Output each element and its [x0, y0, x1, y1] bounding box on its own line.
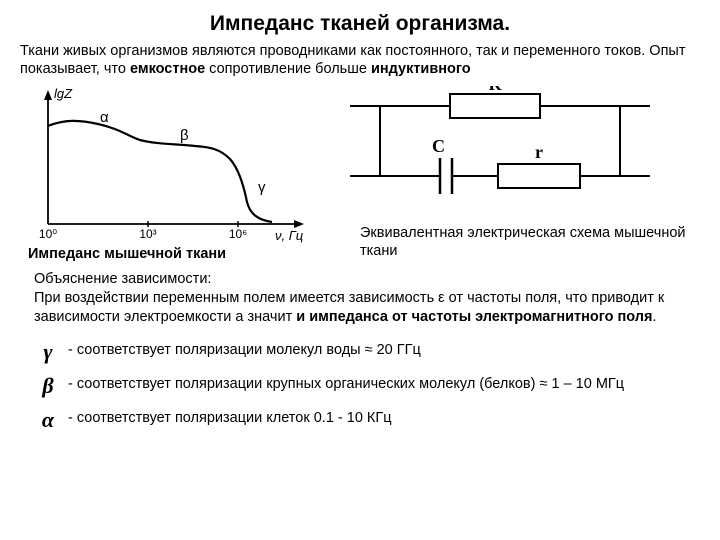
equivalent-circuit: R C r Эквивалентная электрическая схема … — [340, 84, 700, 260]
bullet-beta: β - соответствует поляризации крупных ор… — [34, 369, 700, 402]
intro-bold: емкостное — [130, 61, 205, 77]
curve-label-beta: β — [180, 127, 189, 144]
C-label: C — [432, 136, 445, 156]
explanation-heading: Объяснение зависимости: — [34, 271, 211, 287]
impedance-curve — [48, 121, 272, 222]
bullets-list: γ - соответствует поляризации молекул во… — [34, 335, 700, 436]
alpha-symbol: α — [34, 403, 62, 436]
beta-symbol: β — [34, 369, 62, 402]
gamma-symbol: γ — [34, 335, 62, 368]
bullet-alpha-text: - соответствует поляризации клеток 0.1 -… — [68, 408, 392, 430]
curve-label-alpha: α — [100, 109, 109, 126]
bullet-alpha: α - соответствует поляризации клеток 0.1… — [34, 403, 700, 436]
x-axis-label: ν, Гц — [275, 228, 303, 243]
page-title: Импеданс тканей организма. — [20, 12, 700, 36]
intro-bold2: индуктивного — [371, 61, 471, 77]
curve-label-gamma: γ — [258, 179, 266, 196]
explanation-bold: и импеданса от частоты электромагнитного… — [296, 309, 652, 325]
x-tick-0: 10⁰ — [39, 227, 57, 241]
explanation-tail: . — [652, 309, 656, 325]
R-label: R — [489, 86, 503, 94]
circuit-caption: Эквивалентная электрическая схема мышечн… — [360, 224, 700, 260]
x-tick-2: 10⁶ — [229, 227, 247, 241]
intro-paragraph: Ткани живых организмов являются проводни… — [20, 42, 700, 78]
intro-tail: сопротивление больше — [205, 61, 371, 77]
explanation-block: Объяснение зависимости: При воздействии … — [34, 270, 700, 327]
x-tick-1: 10³ — [139, 227, 156, 241]
bullet-gamma-text: - соответствует поляризации молекул воды… — [68, 340, 421, 362]
y-axis-label: lgZ — [54, 86, 73, 101]
r-label: r — [535, 142, 543, 162]
bullet-gamma: γ - соответствует поляризации молекул во… — [34, 335, 700, 368]
impedance-graph: lgZ ν, Гц 10⁰ 10³ 10⁶ α β γ Импеданс мыш… — [20, 84, 320, 262]
bullet-beta-text: - соответствует поляризации крупных орга… — [68, 374, 624, 396]
graph-caption: Импеданс мышечной ткани — [28, 246, 320, 262]
